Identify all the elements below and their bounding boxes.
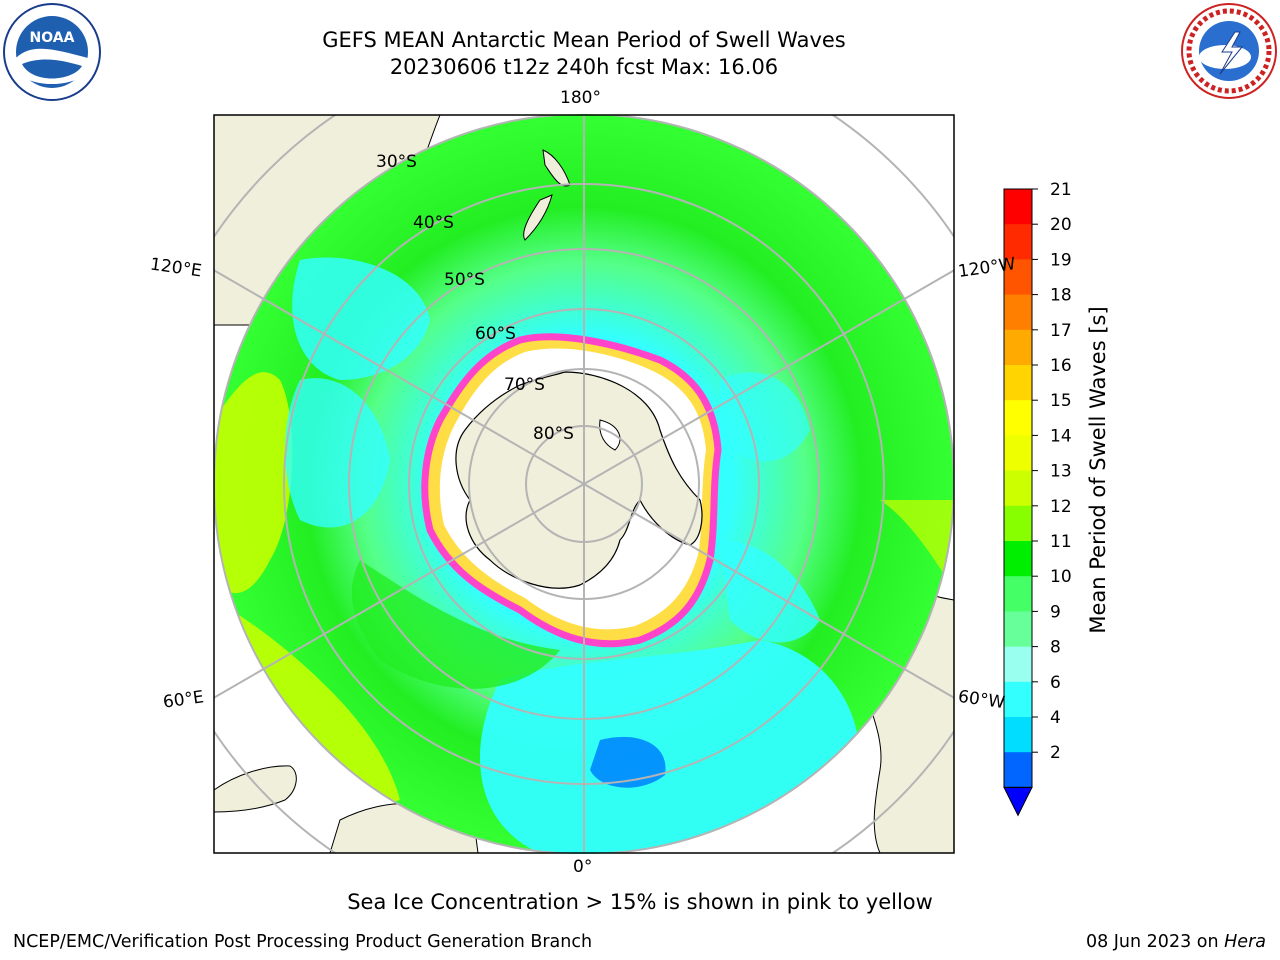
colorbar-swatch xyxy=(1004,189,1032,225)
colorbar-swatch xyxy=(1004,435,1032,472)
longitude-label-0: 0° xyxy=(573,857,593,877)
noaa-logo-text: NOAA xyxy=(30,30,75,46)
colorbar-tick-label: 14 xyxy=(1050,426,1072,446)
noaa-emblem-icon: NOAA xyxy=(3,3,101,101)
colorbar-tick-label: 18 xyxy=(1050,286,1072,306)
map-frame xyxy=(213,114,955,854)
colorbar-tick-label: 15 xyxy=(1050,391,1072,411)
colorbar: 21 20 19 18 17 16 15 14 13 12 11 10 9 8 6 4 2 xyxy=(1003,180,1072,817)
colorbar-swatch xyxy=(1004,752,1032,788)
colorbar-tick-label: 9 xyxy=(1050,602,1061,622)
colorbar-swatch xyxy=(1004,717,1032,753)
colorbar-swatch xyxy=(1004,611,1032,648)
nws-logo xyxy=(1180,2,1278,100)
colorbar-tick-label: 6 xyxy=(1050,673,1061,693)
colorbar-swatch xyxy=(1004,400,1032,436)
sea-ice-caption: Sea Ice Concentration > 15% is shown in … xyxy=(347,890,933,914)
noaa-logo: NOAA xyxy=(2,2,102,102)
colorbar-swatch xyxy=(1004,470,1032,507)
colorbar-tick-label: 11 xyxy=(1050,532,1072,552)
colorbar-swatch xyxy=(1004,541,1032,577)
nws-emblem-icon xyxy=(1181,3,1277,99)
chart-title: GEFS MEAN Antarctic Mean Period of Swell… xyxy=(322,28,846,52)
latitude-label-50s: 50°S xyxy=(444,270,485,290)
colorbar-tick-label: 4 xyxy=(1050,708,1061,728)
colorbar-under-extension xyxy=(1003,786,1033,817)
colorbar-swatch xyxy=(1004,681,1032,718)
footer-machine: Hera xyxy=(1224,932,1266,952)
colorbar-tick-label: 21 xyxy=(1050,180,1072,200)
colorbar-tick-label: 13 xyxy=(1050,462,1072,482)
longitude-label-180: 180° xyxy=(560,88,601,108)
chart-subtitle: 20230606 t12z 240h fcst Max: 16.06 xyxy=(389,55,779,79)
colorbar-tick-label: 16 xyxy=(1050,356,1072,376)
colorbar-tick-label: 17 xyxy=(1050,321,1072,341)
colorbar-tick-label: 20 xyxy=(1050,215,1072,235)
latitude-label-60s: 60°S xyxy=(475,324,516,344)
latitude-label-30s: 30°S xyxy=(376,152,417,172)
footer-date-text: 08 Jun 2023 on xyxy=(1085,932,1225,952)
colorbar-swatch xyxy=(1004,224,1032,260)
footer-date: 08 Jun 2023 on Hera xyxy=(1086,932,1266,952)
colorbar-outline xyxy=(1003,188,1033,788)
graticule xyxy=(214,115,954,853)
colorbar-tick-label: 8 xyxy=(1050,638,1061,658)
colorbar-swatch xyxy=(1004,505,1032,542)
colorbar-swatch xyxy=(1004,646,1032,683)
colorbar-swatch xyxy=(1004,294,1032,331)
latitude-label-80s: 80°S xyxy=(533,424,574,444)
latitude-label-40s: 40°S xyxy=(413,213,454,233)
colorbar-tick-label: 12 xyxy=(1050,497,1072,517)
colorbar-swatch xyxy=(1004,365,1032,401)
footer-credit: NCEP/EMC/Verification Post Processing Pr… xyxy=(13,932,593,952)
colorbar-swatch xyxy=(1004,259,1032,296)
colorbar-tick-label: 2 xyxy=(1050,743,1061,763)
colorbar-swatch xyxy=(1004,576,1032,612)
madagascar-landmass xyxy=(214,765,297,813)
colorbar-tick-label: 10 xyxy=(1050,567,1072,587)
colorbar-swatch xyxy=(1004,329,1032,366)
latitude-label-70s: 70°S xyxy=(504,375,545,395)
colorbar-label: Mean Period of Swell Waves [s] xyxy=(1086,306,1110,634)
colorbar-tick-label: 19 xyxy=(1050,250,1072,270)
